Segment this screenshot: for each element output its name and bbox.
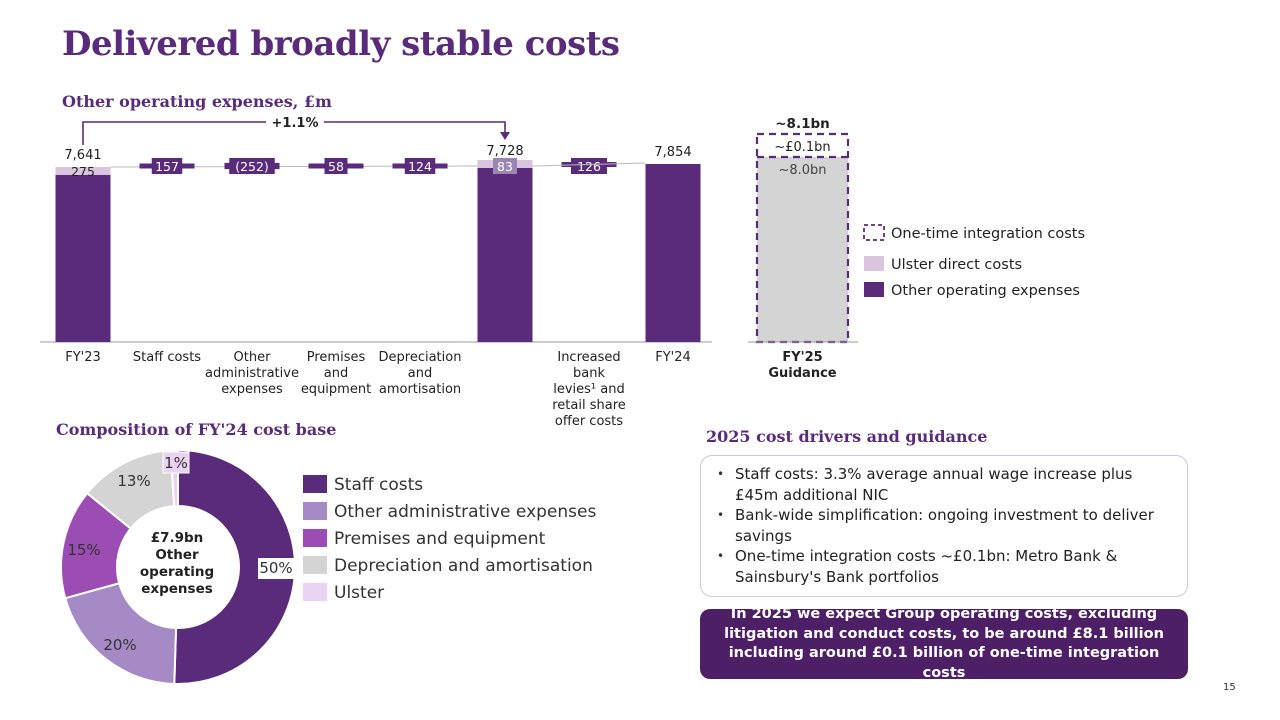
driver-item: Staff costs: 3.3% average annual wage in…: [715, 464, 1173, 505]
pie-legend-swatch: [303, 475, 327, 493]
step-value-box: [324, 158, 348, 174]
x-axis-label: Depreciation: [379, 350, 462, 365]
legend-swatch: [864, 256, 884, 271]
x-axis-label: Increased: [557, 350, 620, 365]
pie-legend-label: Other administrative expenses: [334, 502, 596, 522]
step-value-label: 58: [328, 159, 344, 174]
driver-item: Bank-wide simplification: ongoing invest…: [715, 505, 1173, 546]
change-label: +1.1%: [272, 116, 319, 131]
pie-label-bg: [258, 558, 296, 579]
step-value-box: [571, 158, 607, 174]
step-value-label: 124: [408, 159, 432, 174]
pie-chart-title: Composition of FY'24 cost base: [56, 420, 337, 439]
x-axis-label: Other: [234, 350, 272, 365]
step-value-box: [404, 158, 436, 174]
pie-value-label: 1%: [164, 454, 188, 472]
driver-item: One-time integration costs ~£0.1bn: Metr…: [715, 546, 1173, 587]
x-axis-label: FY'24: [655, 350, 691, 365]
legend-label: Ulster direct costs: [891, 257, 1022, 273]
step-value-box: [229, 158, 275, 174]
x-axis-label: Premises: [307, 350, 366, 365]
x-axis-label: amortisation: [379, 382, 461, 397]
guidance-integration-outline: [755, 132, 850, 344]
page-title: Delivered broadly stable costs: [62, 24, 620, 64]
pie-value-label: 20%: [103, 636, 136, 654]
waterfall-connector: [532, 162, 646, 167]
drivers-title: 2025 cost drivers and guidance: [706, 427, 988, 446]
pie-center-label: operating: [140, 564, 214, 580]
bar-total-label: 7,641: [64, 148, 101, 163]
change-arrow-head: [500, 132, 510, 140]
guidance-callout: In 2025 we expect Group operating costs,…: [700, 606, 1188, 681]
bar-ulster-label: 83: [497, 159, 513, 174]
pie-hole: [118, 507, 238, 627]
step-value-box: [493, 158, 517, 174]
guidance-x-label: FY'25: [782, 350, 822, 365]
pie-legend-label: Staff costs: [334, 475, 423, 495]
pie-slice: [63, 582, 178, 685]
x-axis-label: Staff costs: [133, 350, 201, 365]
pie-legend-swatch: [303, 529, 327, 547]
pie-center-label: £7.9bn: [151, 530, 204, 546]
legend-label: Other operating expenses: [891, 283, 1080, 299]
x-axis-label: and: [408, 366, 432, 381]
guidance-integration-label: ~£0.1bn: [774, 140, 830, 155]
pie-value-label: 13%: [117, 472, 150, 490]
legend-swatch: [864, 282, 884, 297]
x-axis-label: offer costs: [555, 414, 623, 429]
bar-total-label: 7,728: [486, 144, 523, 159]
x-axis-label: bank: [573, 366, 605, 381]
pie-legend-swatch: [303, 556, 327, 574]
legend-label: One-time integration costs: [891, 226, 1085, 242]
x-axis-label: equipment: [301, 382, 371, 397]
x-axis-label: levies¹ and: [553, 382, 625, 397]
bar-fy23-ulster: [55, 167, 111, 175]
drivers-box: Staff costs: 3.3% average annual wage in…: [700, 455, 1188, 597]
x-axis-label: and: [324, 366, 348, 381]
pie-legend-swatch: [303, 583, 327, 601]
pie-legend-swatch: [303, 502, 327, 520]
waterfall-chart-title: Other operating expenses, £m: [62, 92, 332, 111]
page-number: 15: [1223, 682, 1236, 693]
step-value-label: 157: [155, 159, 179, 174]
pie-legend-label: Premises and equipment: [334, 529, 546, 549]
pie-legend-label: Depreciation and amortisation: [334, 556, 593, 576]
pie-label-bg: [162, 451, 190, 474]
guidance-callout-text: In 2025 we expect Group operating costs,…: [724, 606, 1164, 681]
guidance-base-label: ~8.0bn: [778, 163, 826, 178]
bar-fy23-other-opex: [55, 175, 111, 342]
bar-total-label: 7,854: [654, 145, 691, 160]
pie-legend-label: Ulster: [334, 583, 384, 603]
x-axis-label: FY'23: [65, 350, 101, 365]
x-axis-label: retail share: [552, 398, 626, 413]
pie-center-label: Other: [155, 547, 199, 563]
pie-value-label: 15%: [67, 541, 100, 559]
bar-ulster-label: 275: [71, 164, 95, 179]
step-value-label: (252): [235, 159, 269, 174]
bar-fy24-other-opex: [645, 164, 701, 342]
bar-fy24-pre-other-opex: [477, 168, 533, 342]
change-label-bg: [266, 113, 324, 131]
step-value-label: 126: [577, 159, 601, 174]
pie-value-label: 50%: [259, 559, 292, 577]
pie-slice: [173, 448, 296, 685]
legend-swatch-dashed: [863, 224, 885, 241]
guidance-base-bar: [757, 157, 848, 342]
x-axis-label: expenses: [221, 382, 283, 397]
pie-center-label: expenses: [141, 581, 213, 597]
x-axis-label: administrative: [205, 366, 299, 381]
guidance-total-label: ~8.1bn: [775, 116, 830, 132]
step-value-box: [151, 158, 183, 174]
guidance-x-label: Guidance: [768, 366, 836, 381]
